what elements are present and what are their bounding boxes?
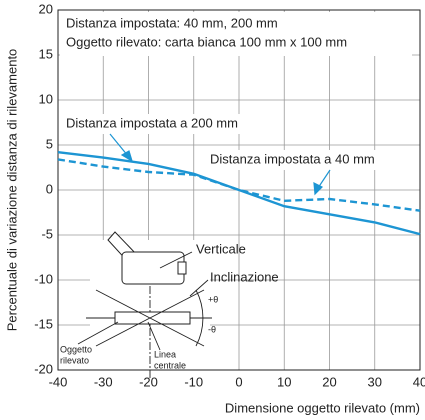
y-axis-label: Percentuale di variazione distanza di ri… [4, 49, 19, 332]
y-tick-label: 5 [46, 136, 53, 151]
x-tick-label: -30 [94, 374, 113, 389]
diagram-label: rilevato [60, 355, 89, 365]
info-line: Oggetto rilevato: carta bianca 100 mm x … [66, 34, 347, 49]
y-tick-label: 0 [46, 181, 53, 196]
y-tick-label: -20 [34, 361, 53, 376]
x-axis-label: Dimensione oggetto rilevato (mm) [225, 400, 420, 415]
y-tick-label: 20 [39, 1, 53, 16]
diagram-label: Inclinazione [210, 269, 279, 284]
y-tick-label: -10 [34, 271, 53, 286]
arrows [109, 133, 331, 196]
y-tick-label: -15 [34, 316, 53, 331]
y-tick-label: 10 [39, 91, 53, 106]
series-line [57, 151, 421, 236]
x-tick-label: -20 [139, 374, 158, 389]
plot-frame [57, 9, 421, 371]
sensor-diagram [77, 231, 212, 380]
series-label: Distanza impostata a 40 mm [210, 151, 375, 166]
info-line: Distanza impostata: 40 mm, 200 mm [66, 15, 278, 30]
diagram-label: -θ [208, 324, 216, 334]
diagram-label: centrale [154, 360, 186, 370]
x-tick-label: -40 [49, 374, 68, 389]
series-line [57, 158, 421, 212]
x-tick-label: 20 [322, 374, 336, 389]
x-tick-label: 10 [277, 374, 291, 389]
y-tick-label: -5 [41, 226, 53, 241]
diagram-label: Linea [154, 349, 176, 359]
x-tick-label: 40 [413, 374, 425, 389]
label-bg [62, 114, 260, 134]
diagram-label: Oggetto [60, 344, 92, 354]
diagram-label: Verticale [196, 241, 246, 256]
series-label: Distanza impostata a 200 mm [66, 115, 238, 130]
diagram-label: +θ [208, 294, 218, 304]
x-tick-label: 0 [235, 374, 242, 389]
y-tick-label: 15 [39, 46, 53, 61]
label-bg [206, 150, 416, 170]
info-box [60, 12, 412, 56]
x-tick-label: 30 [368, 374, 382, 389]
x-tick-label: -10 [184, 374, 203, 389]
